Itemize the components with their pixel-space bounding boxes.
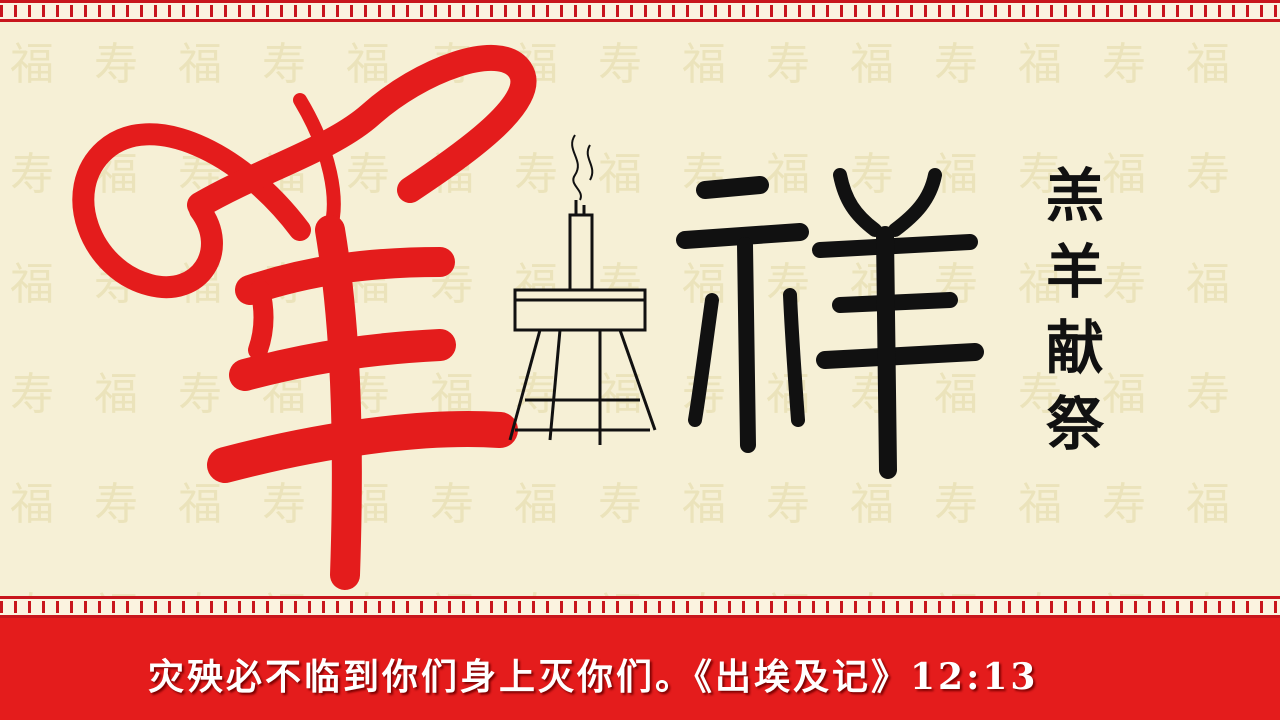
vertical-title: 羔 羊 献 祭 [1030,158,1120,462]
vertical-char-4: 祭 [1045,390,1104,458]
caption-banner [0,618,1280,720]
red-calligraphy-yang [72,44,537,590]
background-pattern: 福寿福寿福寿福寿福寿福寿福寿福寿福寿福寿福寿福寿福寿福寿福寿福寿福寿福寿福寿福寿… [10,39,1270,600]
vertical-char-3: 献 [1045,314,1104,382]
scripture-caption: 灾殃必不临到你们身上灭你们。《出埃及记》12:13 [148,656,1039,698]
vertical-char-1: 羔 [1045,162,1104,230]
bottom-fret-border [0,596,1280,618]
altar-drawing-icon [508,134,657,445]
artwork [72,44,984,590]
black-seal-character-xiang [676,168,984,479]
top-fret-border [0,0,1280,22]
vertical-char-2: 羊 [1045,238,1104,306]
